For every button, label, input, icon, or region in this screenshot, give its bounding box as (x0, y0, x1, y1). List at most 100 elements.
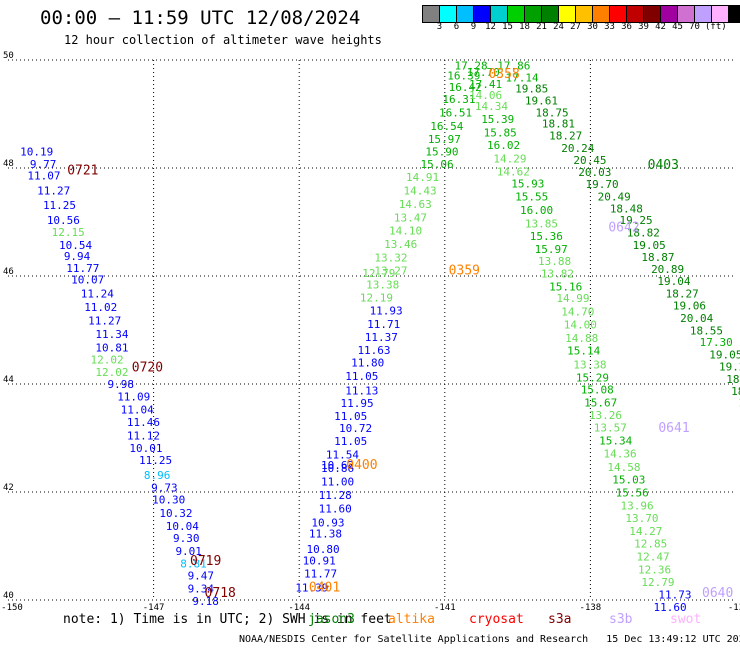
wave-height-value: 11.73 (658, 588, 691, 601)
wave-height-value: 17.41 (469, 78, 502, 91)
x-tick-label: -144 (288, 603, 310, 613)
x-tick-label: -147 (143, 603, 165, 613)
wave-height-value: 20.03 (578, 166, 611, 179)
wave-height-value: 17.14 (505, 72, 538, 85)
wave-height-value: 15.34 (599, 434, 632, 447)
colorbar-swatch (440, 6, 457, 22)
colorbar-label: 27 (570, 22, 581, 32)
wave-height-value: 9.30 (173, 532, 200, 545)
wave-height-value: 16.00 (520, 204, 553, 217)
wave-height-value: 15.14 (567, 344, 600, 357)
wave-height-value: 14.27 (629, 525, 662, 538)
wave-height-value: 12.85 (634, 538, 667, 551)
wave-height-value: 18.27 (549, 129, 582, 142)
wave-height-value: 10.91 (303, 554, 336, 567)
wave-height-value: 18.48 (610, 202, 643, 215)
legend-item-altika: altika (388, 612, 435, 627)
wave-height-value: 10.56 (47, 214, 80, 227)
wave-height-value: 19.61 (525, 94, 558, 107)
wave-height-value: 11.05 (345, 370, 378, 383)
wave-height-value: 15.29 (576, 371, 609, 384)
wave-height-value: 11.60 (653, 601, 686, 614)
wave-height-value: 12.36 (638, 564, 671, 577)
colorbar-label: 12 (485, 22, 496, 32)
legend-item-cryosat: cryosat (469, 612, 524, 627)
wave-height-value: 10.86 (321, 462, 354, 475)
pass-time-label: 0641 (658, 421, 689, 436)
wave-height-value: 10.62 (321, 459, 354, 472)
wave-height-value: 10.72 (339, 422, 372, 435)
wave-height-value: 10.01 (129, 442, 162, 455)
wave-height-value: 14.99 (556, 292, 589, 305)
y-tick-label: 50 (3, 51, 14, 61)
wave-height-value: 17.70 (467, 66, 500, 79)
x-tick-label: -138 (580, 603, 602, 613)
pass-time-label: 0358 (488, 67, 519, 82)
wave-height-value: 13.32 (374, 251, 407, 264)
pass-time-label: 0400 (346, 458, 377, 473)
wave-height-value: 16.54 (430, 120, 463, 133)
wave-height-value: 13.27 (374, 264, 407, 277)
wave-height-value: 14.63 (399, 198, 432, 211)
wave-height-value: 13.47 (394, 211, 427, 224)
x-tick-label: -141 (434, 603, 456, 613)
wave-height-value: 19.05 (709, 349, 740, 362)
wave-height-value: 9.47 (188, 569, 215, 582)
wave-height-value: 12.02 (91, 353, 124, 366)
wave-height-value: 14.10 (389, 224, 422, 237)
colorbar-unit: (ft) (705, 22, 727, 32)
wave-height-value: 13.96 (620, 499, 653, 512)
wave-height-value: 17.86 (497, 60, 530, 73)
wave-height-value: 19.70 (586, 178, 619, 191)
wave-height-value: 9.77 (30, 158, 57, 171)
wave-height-value: 19.25 (620, 214, 653, 227)
wave-height-value: 17 (738, 397, 740, 410)
wave-height-value: 10.19 (20, 146, 53, 159)
colorbar-swatch (491, 6, 508, 22)
wave-height-value: 19.85 (515, 82, 548, 95)
wave-height-value: 20.04 (680, 312, 713, 325)
pass-time-label: 0359 (449, 263, 480, 278)
wave-height-value: 11.34 (95, 328, 128, 341)
chart-subtitle: 12 hour collection of altimeter wave hei… (64, 33, 382, 47)
wave-height-value: 12.19 (360, 291, 393, 304)
colorbar-swatch (627, 6, 644, 22)
wave-height-value: 13.26 (589, 409, 622, 422)
wave-height-value: 14.36 (604, 447, 637, 460)
wave-height-value: 11.07 (27, 169, 60, 182)
wave-height-value: 11.60 (319, 503, 352, 516)
wave-height-value: 19.05 (633, 239, 666, 252)
wave-height-value: 19.06 (673, 299, 706, 312)
wave-height-value: 13.38 (573, 358, 606, 371)
colorbar-swatch (508, 6, 525, 22)
wave-height-value: 10.93 (311, 517, 344, 530)
wave-height-value: 14.34 (475, 100, 508, 113)
colorbar-label: 18 (519, 22, 530, 32)
wave-height-value: 11.12 (127, 430, 160, 443)
wave-height-value: 16.51 (439, 107, 472, 120)
wave-height-value: 10.04 (166, 520, 199, 533)
colorbar-swatch (695, 6, 712, 22)
colorbar-label: 15 (502, 22, 513, 32)
wave-height-value: 18.87 (641, 251, 674, 264)
wave-height-value: 11.93 (370, 304, 403, 317)
wave-height-value: 14.43 (404, 184, 437, 197)
wave-height-value: 11.71 (367, 318, 400, 331)
colorbar-swatch (474, 6, 491, 22)
wave-height-value: 15.90 (425, 146, 458, 159)
wave-height-value: 11.28 (319, 489, 352, 502)
colorbar-swatch (610, 6, 627, 22)
y-tick-label: 44 (3, 375, 14, 385)
wave-height-value: 20.45 (573, 154, 606, 167)
wave-height-value: 15.16 (549, 281, 582, 294)
pass-time-label: 0642 (608, 221, 639, 236)
wave-height-value: 15.97 (428, 133, 461, 146)
footer-credit: NOAA/NESDIS Center for Satellite Applica… (239, 634, 740, 645)
wave-height-value: 20.89 (651, 263, 684, 276)
wave-height-value: 13.57 (594, 422, 627, 435)
wave-height-value: 12.79 (362, 267, 395, 280)
colorbar-label: 9 (470, 22, 477, 32)
wave-height-value: 11.95 (340, 397, 373, 410)
